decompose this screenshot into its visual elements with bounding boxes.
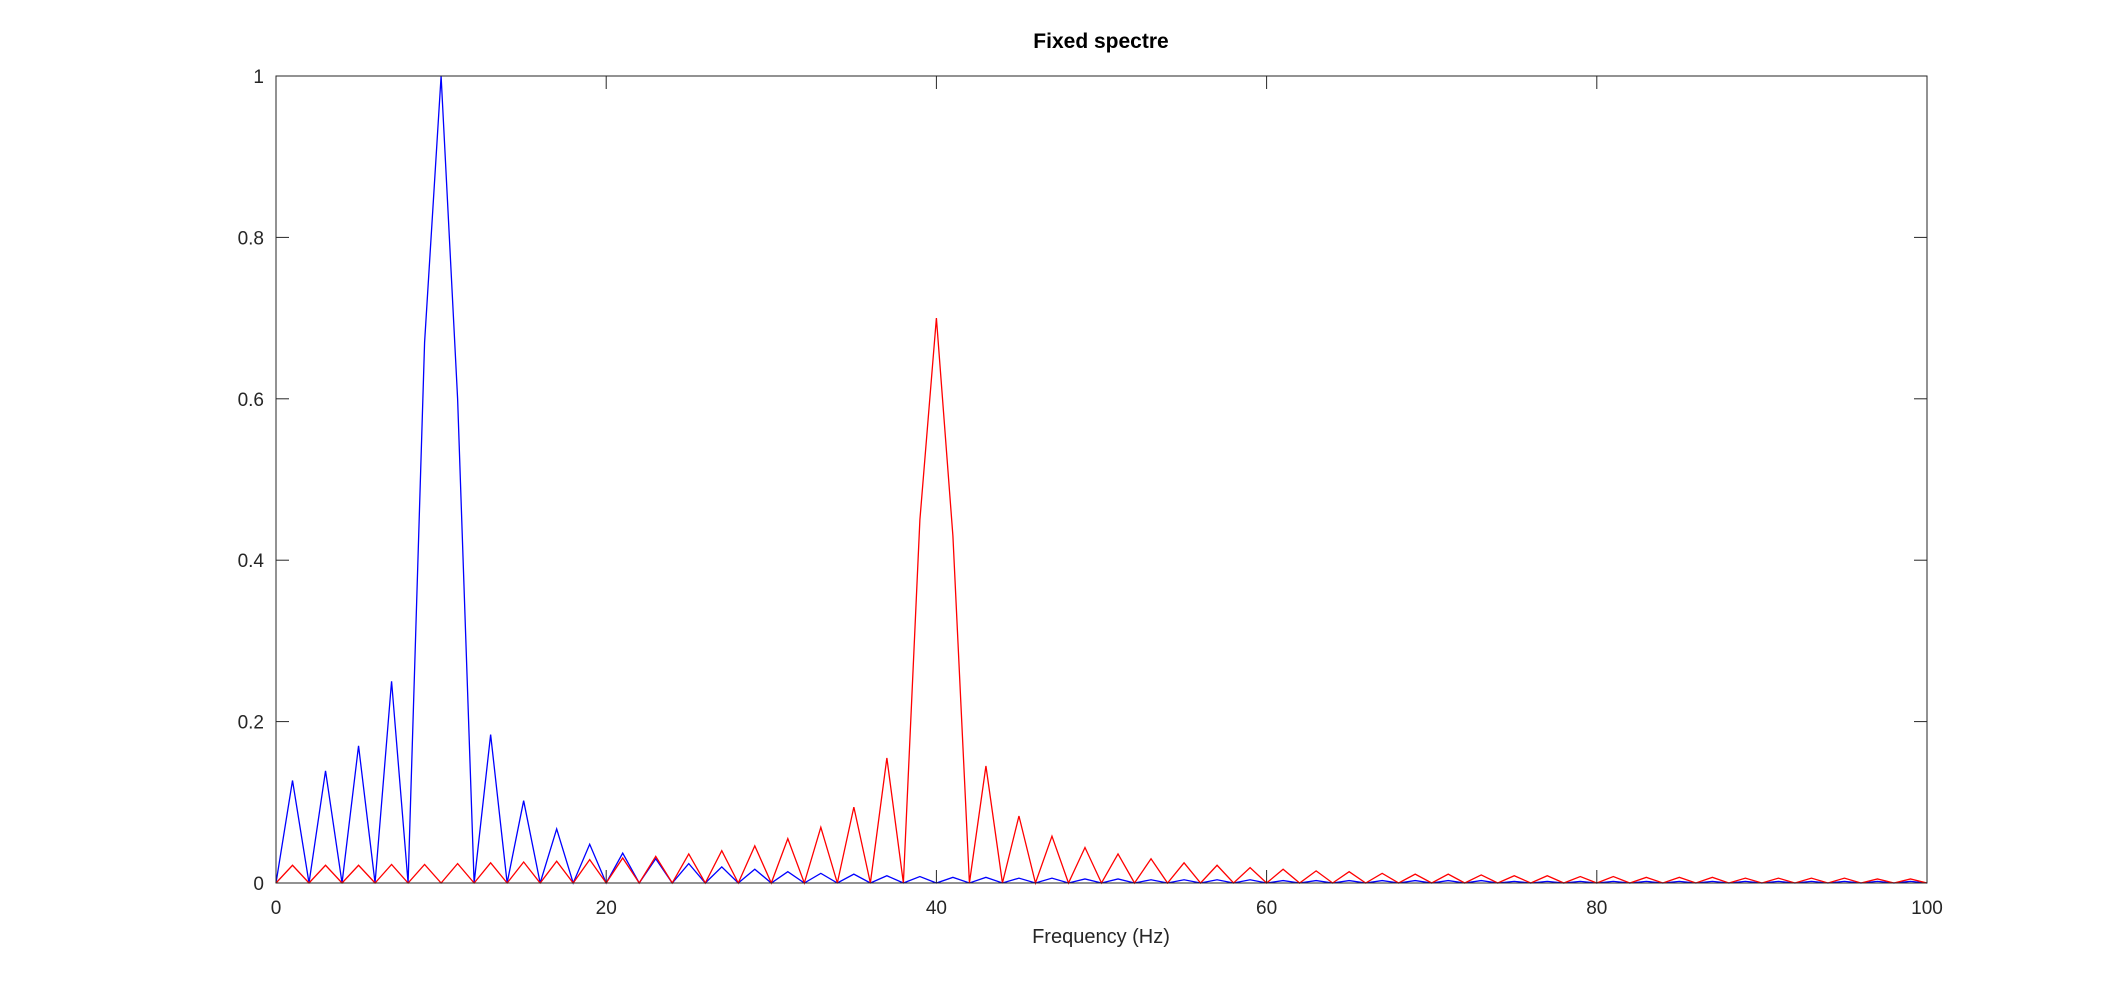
y-tick-label: 1	[253, 67, 264, 88]
x-tick-label: 100	[1911, 898, 1943, 919]
y-tick-label: 0.8	[238, 228, 264, 249]
y-tick-label: 0.6	[238, 390, 264, 411]
x-axis-title: Frequency (Hz)	[1032, 926, 1170, 948]
x-tick-label: 40	[926, 898, 947, 919]
plot-area	[276, 76, 1927, 883]
x-tick-label: 0	[271, 898, 282, 919]
y-tick-label: 0.4	[238, 551, 265, 572]
x-tick-label: 60	[1256, 898, 1277, 919]
chart-title: Fixed spectre	[1033, 30, 1168, 53]
axes-box	[275, 75, 1928, 884]
x-tick-label: 80	[1586, 898, 1607, 919]
tick-layer: 0 20 40 60 80 100 0 0.2 0.4 0.6 0.8 1	[238, 67, 1943, 919]
x-tick-label: 20	[596, 898, 617, 919]
y-tick-label: 0	[253, 874, 264, 895]
y-tick-label: 0.2	[238, 713, 264, 734]
